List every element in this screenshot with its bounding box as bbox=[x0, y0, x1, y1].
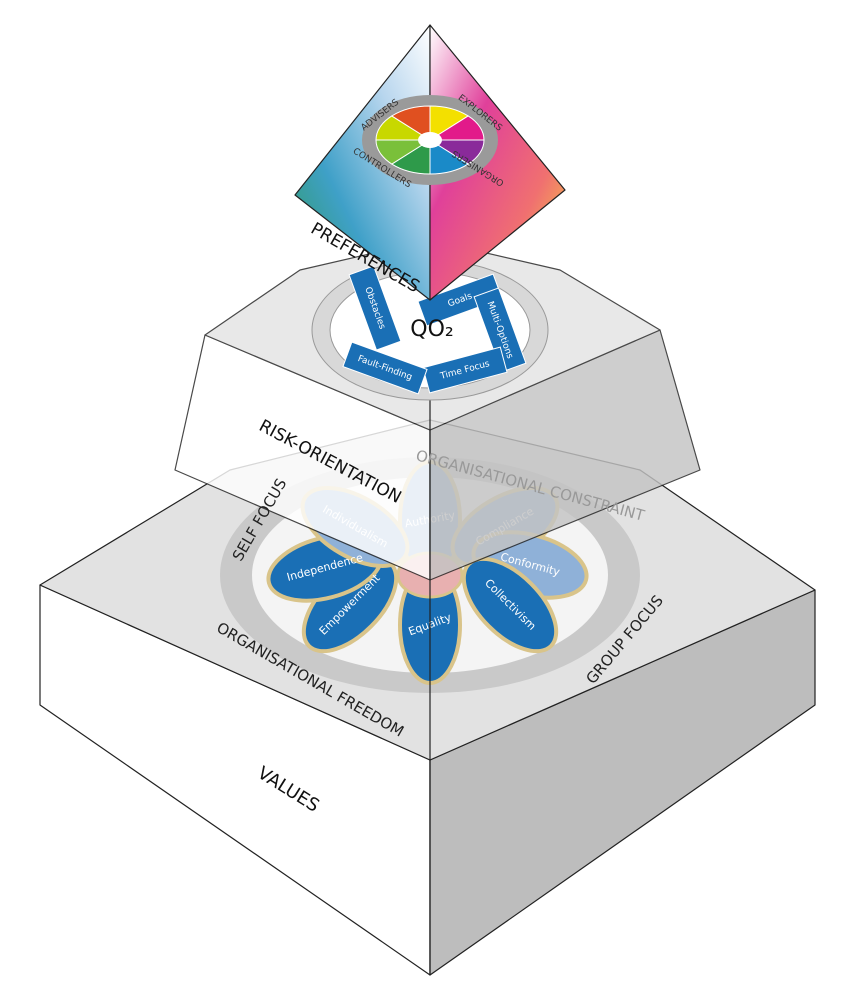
qo2-segment bbox=[348, 265, 402, 351]
qo2-label: QO₂ bbox=[410, 317, 453, 342]
qo2-segment bbox=[342, 341, 428, 395]
preferences-center bbox=[418, 132, 442, 148]
qo2-segment bbox=[417, 273, 503, 327]
qo2-segment bbox=[473, 287, 527, 373]
preference-wedge bbox=[390, 105, 431, 141]
qo2-segment bbox=[422, 346, 508, 394]
preferences-wedges bbox=[375, 105, 485, 175]
preferences-pyramid bbox=[294, 24, 566, 301]
